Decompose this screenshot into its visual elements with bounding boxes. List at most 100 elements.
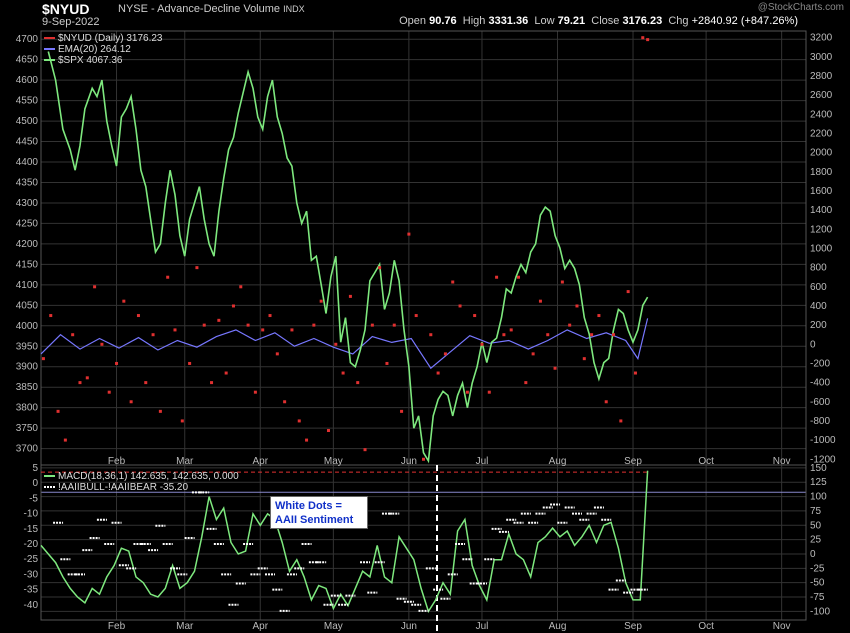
nyud-dot (173, 328, 177, 332)
nyud-dot (436, 371, 440, 375)
note-line-2: AAII Sentiment (275, 514, 354, 526)
right-tick-label: 1600 (810, 186, 833, 197)
nyud-dot (487, 390, 491, 394)
right-tick-label: 2000 (810, 148, 833, 159)
indicator-left-tick-label: 5 (32, 463, 38, 474)
ticker-symbol[interactable]: $NYUD (42, 1, 90, 17)
nyud-dot (319, 299, 323, 303)
stockcharts-logo[interactable]: @StockCharts.com (757, 2, 844, 13)
nyud-dot (633, 371, 637, 375)
nyud-dot (524, 381, 528, 385)
nyud-dot (597, 314, 601, 318)
legend-entry: EMA(20) 264.12 (58, 44, 131, 55)
nyud-dot (195, 266, 199, 270)
left-tick-label: 4450 (16, 137, 39, 148)
left-tick-label: 3700 (16, 444, 39, 455)
nyud-dot (641, 36, 645, 40)
nyud-dot (49, 314, 53, 318)
sentiment-note-box: White Dots = AAII Sentiment (270, 496, 368, 529)
axis-labels: Feb Feb Mar Mar Apr Apr May May Jun Jun Jul Jul Aug A… (16, 33, 836, 632)
nyud-dot (224, 371, 228, 375)
indicator-left-tick-label: -10 (24, 509, 39, 520)
nyud-dot (290, 328, 294, 332)
nyud-dot (407, 232, 411, 236)
nyud-dot (612, 333, 616, 337)
nyud-dot (158, 409, 162, 413)
nyud-dot (305, 438, 309, 442)
indicator-left-tick-label: -15 (24, 524, 39, 535)
indicator-right-tick-label: 125 (810, 477, 827, 488)
sentiment-dot-series (53, 491, 648, 612)
indicator-right-tick-label: -75 (810, 592, 825, 603)
indicator-left-tick-label: -30 (24, 569, 39, 580)
indicator-month-label: Jun (401, 621, 417, 632)
nyud-dot (429, 333, 433, 337)
ticker-description: NYSE - Advance-Decline Volume INDX (118, 3, 305, 15)
macd-line (40, 470, 649, 614)
right-tick-label: -600 (810, 397, 830, 408)
nyud-dot (326, 429, 330, 433)
indicator-left-tick-label: -35 (24, 585, 39, 596)
indicator-left-tick-label: -25 (24, 554, 39, 565)
nyud-dot (210, 381, 214, 385)
left-tick-label: 4250 (16, 218, 39, 229)
indicator-right-tick-label: -100 (810, 606, 830, 617)
macd-series (40, 470, 649, 614)
right-tick-label: 400 (810, 301, 827, 312)
right-tick-label: 1400 (810, 205, 833, 216)
nyud-dot (56, 409, 60, 413)
nyud-dot (297, 419, 301, 423)
nyud-dot (575, 304, 579, 308)
nyud-dot (356, 381, 360, 385)
note-line-1: White Dots = (275, 500, 342, 512)
main-month-label: Apr (252, 456, 268, 467)
nyud-dot (553, 366, 557, 370)
nyud-dot (180, 419, 184, 423)
indicator-legend: MACD(18,36,1) 142.635, 142.635, 0.000!AA… (44, 471, 239, 493)
right-tick-label: 1800 (810, 167, 833, 178)
nyud-dot (517, 275, 521, 279)
indicator-left-tick-label: 0 (32, 478, 38, 489)
nyud-dot (619, 419, 623, 423)
indicator-right-tick-label: 50 (810, 520, 822, 531)
indicator-month-label: Jul (476, 621, 489, 632)
left-tick-label: 4000 (16, 321, 39, 332)
nyud-dot (268, 314, 272, 318)
legend-entry: !AAIIBULL-!AAIIBEAR -35.20 (58, 482, 188, 493)
nyud-dot (465, 390, 469, 394)
legend-entry: MACD(18,36,1) 142.635, 142.635, 0.000 (58, 471, 239, 482)
nyud-dot (71, 333, 75, 337)
nyud-dot (626, 290, 630, 294)
nyud-dot (85, 376, 89, 380)
indicator-right-tick-label: 0 (810, 549, 816, 560)
nyud-dot (392, 323, 396, 327)
nyud-dot (509, 328, 513, 332)
nyud-dot (217, 318, 221, 322)
left-tick-label: 4500 (16, 116, 39, 127)
nyud-dot (560, 280, 564, 284)
nyud-dot (378, 266, 382, 270)
left-tick-label: 4050 (16, 300, 39, 311)
main-month-label: Jun (401, 456, 417, 467)
right-tick-label: 3000 (810, 52, 833, 63)
indicator-month-label: Mar (176, 621, 194, 632)
nyud-dot (538, 299, 542, 303)
nyud-dot (414, 314, 418, 318)
left-tick-label: 4350 (16, 177, 39, 188)
nyud-dot (261, 328, 265, 332)
chart-header: $NYUD NYSE - Advance-Decline Volume INDX… (0, 0, 850, 30)
left-tick-label: 4550 (16, 96, 39, 107)
right-tick-label: 1200 (810, 224, 833, 235)
left-tick-label: 3900 (16, 362, 39, 373)
left-tick-label: 4100 (16, 280, 39, 291)
right-tick-label: 2600 (810, 90, 833, 101)
right-tick-label: -800 (810, 416, 830, 427)
indicator-right-tick-label: 75 (810, 506, 822, 517)
indicator-left-tick-label: -20 (24, 539, 39, 550)
main-month-label: Mar (176, 456, 194, 467)
nyud-dot (129, 400, 133, 404)
right-tick-label: 800 (810, 263, 827, 274)
main-month-label: Oct (698, 456, 714, 467)
